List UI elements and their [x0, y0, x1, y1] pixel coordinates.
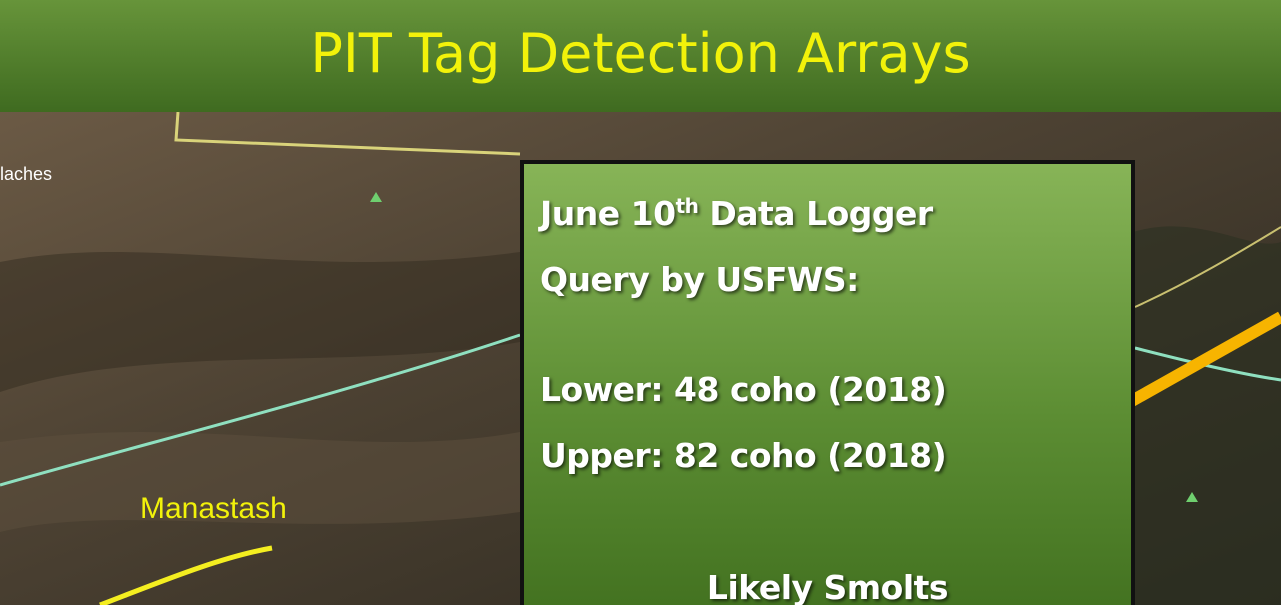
callout-box: June 10th Data Logger Query by USFWS: Lo…: [520, 160, 1135, 605]
callout-heading: June 10th Data Logger: [540, 194, 933, 233]
callout-heading: Query by USFWS:: [540, 260, 859, 299]
heading-rest: Data Logger: [709, 194, 932, 233]
map-label: laches: [0, 164, 52, 185]
slide-title: PIT Tag Detection Arrays: [0, 14, 1281, 94]
callout-line: Upper: 82 coho (2018): [540, 436, 946, 475]
slide: {"header": {"title": "PIT Tag Detection …: [0, 0, 1281, 605]
map-label: Manastash: [140, 492, 287, 526]
title-bar: PIT Tag Detection Arrays: [0, 0, 1281, 112]
date-suffix: th: [676, 194, 699, 218]
callout-line: Lower: 48 coho (2018): [540, 370, 946, 409]
date: June 10: [540, 194, 676, 233]
callout-footer: Likely Smolts: [524, 568, 1131, 605]
